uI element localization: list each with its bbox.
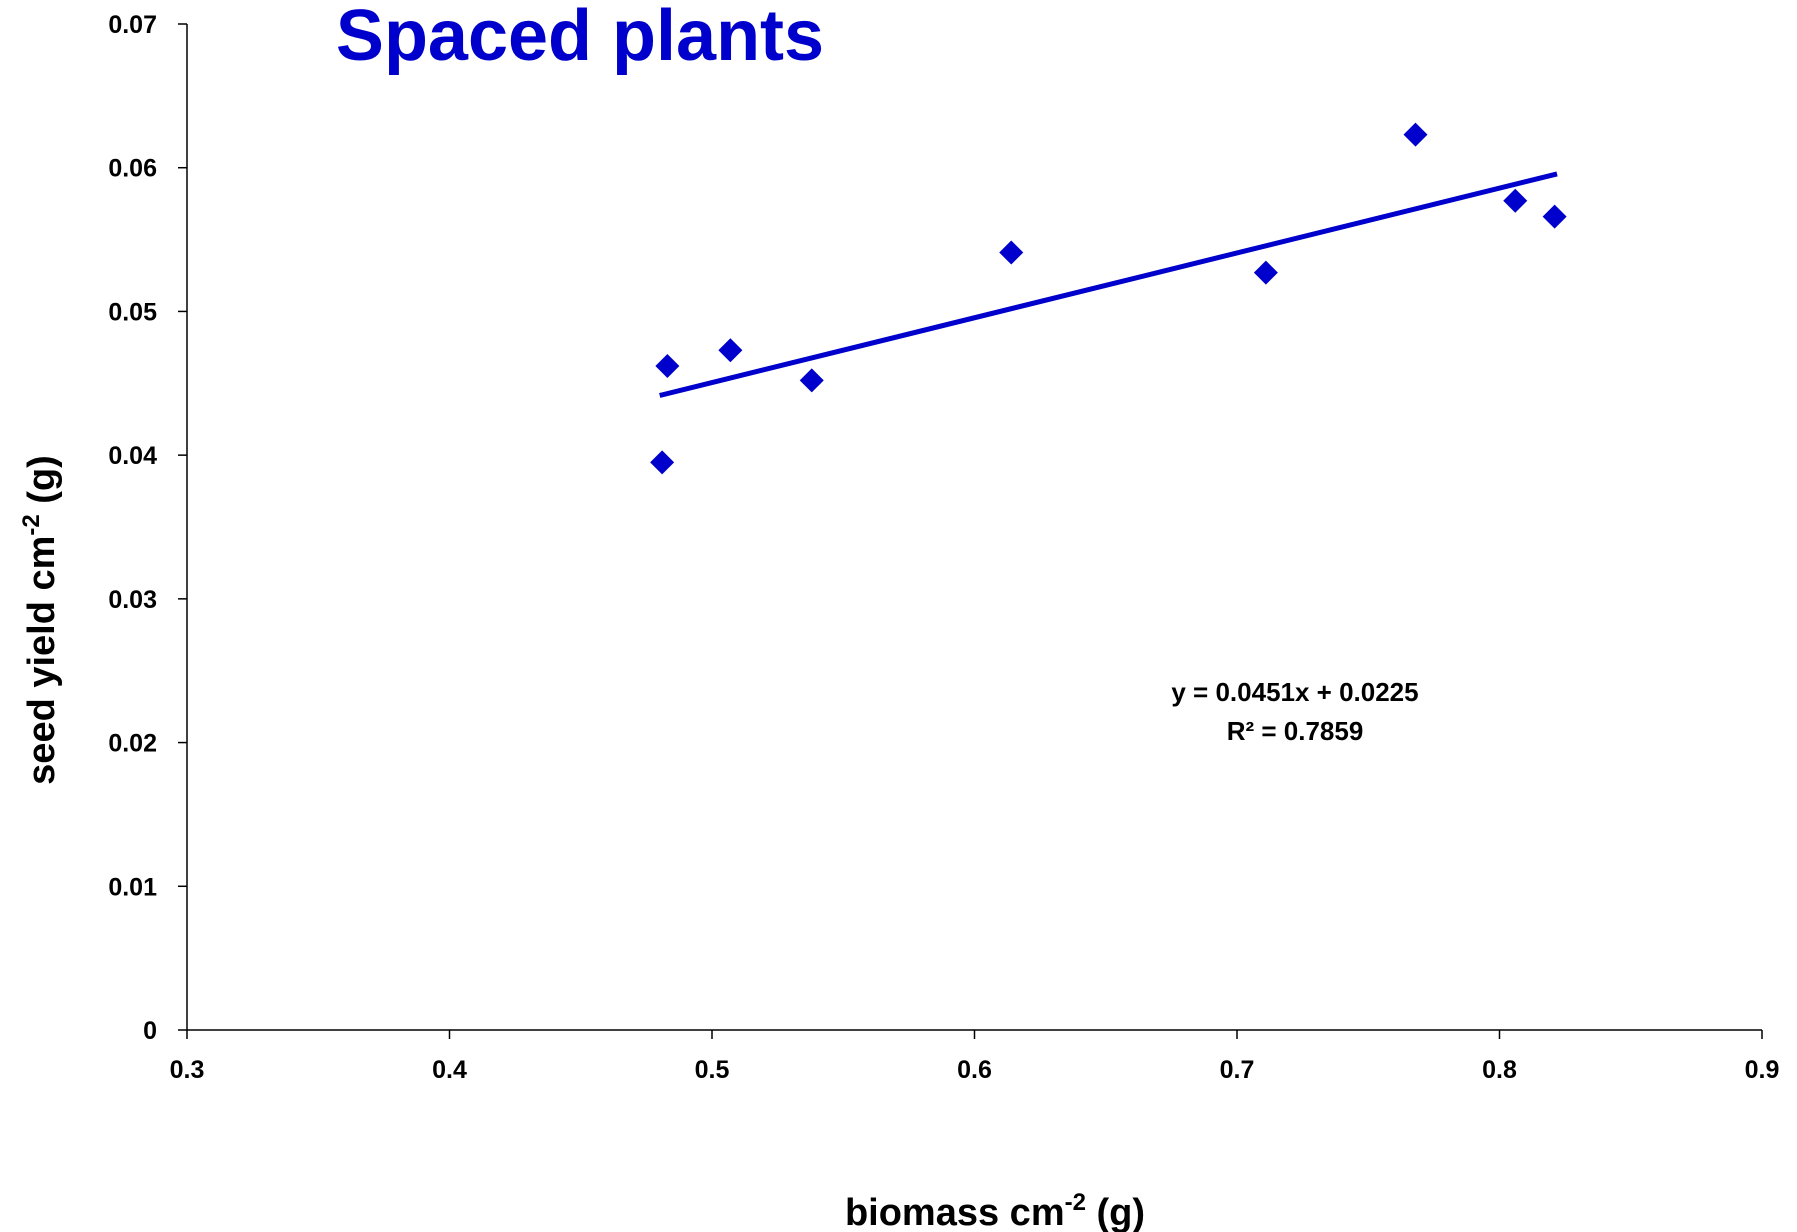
y-axis-title-sup: -2 [18,514,45,535]
x-tick-label: 0.7 [1220,1056,1255,1084]
x-tick-label: 0.9 [1745,1056,1780,1084]
data-point [650,450,675,475]
y-tick-label: 0 [143,1017,157,1045]
data-point [799,368,824,393]
y-axis-title-tail: (g) [21,455,63,514]
x-axis-title: biomass cm-2 (g) [845,1189,1145,1232]
data-point [1542,204,1567,229]
data-point [1403,122,1428,147]
y-tick-label: 0.04 [108,442,157,470]
chart-title: Spaced plants [336,0,824,76]
x-axis-title-tail: (g) [1086,1192,1145,1232]
x-tick-label: 0.5 [695,1056,730,1084]
y-axis-title: seed yield cm-2 (g) [18,455,63,785]
x-tick-label: 0.4 [432,1056,467,1084]
data-point [1503,188,1528,213]
y-tick-label: 0.03 [108,586,157,614]
x-tick-label: 0.3 [170,1056,205,1084]
y-tick-label: 0.07 [108,11,157,39]
data-point [655,354,680,379]
trendline [659,171,1558,398]
x-tick-label: 0.8 [1482,1056,1517,1084]
x-axis-ticks: 0.3 0.4 0.5 0.6 0.7 0.8 0.9 [170,1030,1780,1084]
trendline-group [659,171,1558,398]
x-axis-title-main: biomass cm [845,1192,1065,1232]
y-tick-label: 0.05 [108,298,157,326]
x-axis-title-sup: -2 [1065,1189,1086,1216]
x-tick-label: 0.6 [957,1056,992,1084]
trendline-equation: y = 0.0451x + 0.0225 [1171,677,1418,707]
data-point [999,240,1024,265]
y-tick-label: 0.02 [108,730,157,758]
y-axis-ticks: 0 0.01 0.02 0.03 0.04 0.05 0.06 0.07 [108,11,187,1045]
y-tick-label: 0.01 [108,873,157,901]
axes [186,24,1762,1031]
data-points [650,122,1567,475]
y-tick-label: 0.06 [108,155,157,183]
data-point [1253,260,1278,285]
data-point [718,338,743,363]
r-squared-label: R² = 0.7859 [1227,716,1364,746]
y-axis-title-main: seed yield cm [21,536,63,785]
